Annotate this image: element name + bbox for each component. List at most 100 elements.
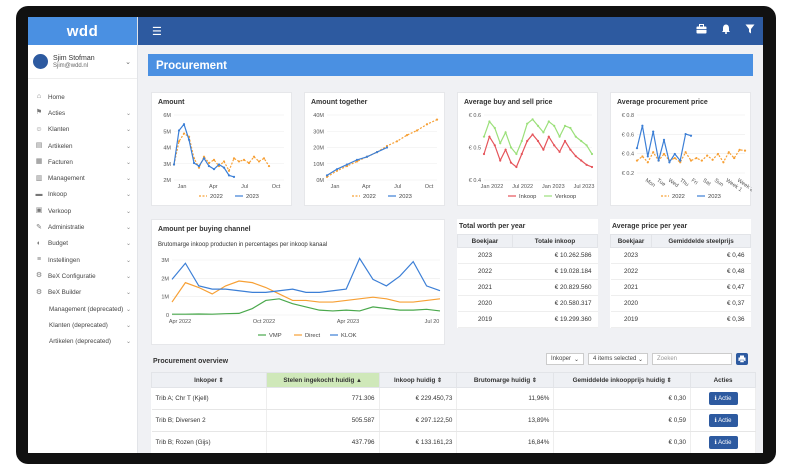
data-point [202, 157, 206, 160]
column-header-label: Inkoper [194, 376, 217, 384]
sidebar-item[interactable]: ⌂ Home [28, 89, 137, 105]
y-tick-label: 3M [161, 258, 169, 264]
column-header[interactable]: Gemiddelde steelprijs [651, 234, 751, 248]
bell-icon[interactable] [721, 24, 731, 37]
sidebar-item[interactable]: ✎ Administratie ⌄ [28, 219, 137, 235]
chevron-down-icon: ⌄ [125, 322, 131, 329]
column-header[interactable]: Acties [690, 372, 756, 388]
sidebar-item-label: Acties [48, 109, 66, 117]
sidebar-item[interactable]: ▦ Facturen ⌄ [28, 154, 137, 170]
x-tick-label: Sat [701, 178, 712, 188]
inkoper-select[interactable]: Inkoper ⌄ [546, 353, 584, 365]
sidebar-item[interactable]: ◐ Budget ⌄ [28, 236, 137, 252]
column-header[interactable]: Gemiddelde inkoopprijs huidig ⇕ [553, 372, 692, 388]
avg-price-table: Boekjaar Gemiddelde steelprijs 2023 € 0,4… [609, 234, 751, 328]
sidebar-item[interactable]: ▤ Artikelen ⌄ [28, 138, 137, 154]
legend-label: VMP [269, 333, 282, 339]
actie-label: Actie [718, 396, 732, 402]
data-point [673, 152, 676, 156]
x-tick-label: Fri [690, 178, 699, 187]
actie-button[interactable]: ℹ Actie [708, 436, 738, 449]
card-title: Average procurement price [617, 99, 708, 106]
sidebar-item[interactable]: ⚙ BeX Configuratie ⌄ [28, 268, 137, 284]
table-row: Trib B; Rozen (Gijs) 437.796 € 133.161,23 1… [151, 431, 756, 453]
table-cell: 2023 [610, 247, 652, 264]
x-tick-label: Apr [362, 184, 371, 190]
invoices-icon: ▦ [35, 158, 43, 166]
sidebar-item[interactable]: Klanten (deprecated) ⌄ [28, 317, 137, 333]
hamburger-menu-icon[interactable]: ☰ [152, 25, 162, 38]
sidebar-item[interactable]: Artikelen (deprecated) ⌄ [28, 333, 137, 349]
series-line [326, 119, 438, 178]
chevron-down-icon: ⌄ [573, 356, 579, 363]
column-header[interactable]: Boekjaar [609, 234, 653, 248]
print-button[interactable] [736, 353, 748, 365]
x-tick-label: Wed [667, 178, 680, 189]
app-logo[interactable]: wdd [66, 22, 99, 40]
sidebar-item[interactable]: ⚙ BeX Builder ⌄ [28, 285, 137, 301]
sidebar-item[interactable]: ▬ Inkoop ⌄ [28, 187, 137, 203]
user-profile[interactable]: Sjim Stofman Sjim@wdd.nl ⌄ [28, 45, 137, 79]
table-cell: Trib B; Rozen (Gijs) [151, 431, 267, 453]
table-title: Total worth per year [459, 223, 526, 230]
card-title: Amount per buying channel [158, 226, 251, 233]
home-icon: ⌂ [36, 93, 42, 101]
column-header[interactable]: Boekjaar [457, 234, 513, 248]
sidebar-item[interactable]: ≡ Instellingen ⌄ [28, 252, 137, 268]
data-point [641, 124, 644, 127]
data-point [722, 161, 725, 164]
sidebar-item[interactable]: ☺ Klanten ⌄ [28, 122, 137, 138]
actie-button[interactable]: ℹ Actie [708, 414, 738, 427]
sidebar-item[interactable]: ▣ Verkoop ⌄ [28, 203, 137, 219]
data-point [415, 129, 419, 132]
actie-button[interactable]: ℹ Actie [708, 392, 738, 405]
search-input[interactable]: Zoeken [652, 353, 732, 365]
info-icon: ℹ [714, 418, 719, 424]
column-header[interactable]: Stelen ingekocht huidig ▲ [265, 372, 380, 388]
sidebar-item-label: Instellingen [48, 256, 80, 264]
data-point [482, 152, 486, 156]
data-point [673, 156, 676, 160]
items-select[interactable]: 4 items selected ⌄ [588, 353, 648, 365]
customers-icon: ☺ [35, 125, 43, 133]
overview-table-wrapper: Inkoper ⇕ Stelen ingekocht huidig ▲ Inkoop… [151, 372, 756, 453]
data-point [716, 152, 720, 156]
table-row: 2019 € 0,36 [610, 311, 751, 328]
column-header[interactable]: Totale inkoop [511, 234, 599, 248]
series-line [636, 149, 746, 164]
data-point [355, 158, 359, 161]
chevron-down-icon: ⌄ [125, 143, 131, 150]
y-tick-label: 2M [163, 178, 171, 184]
filter-icon[interactable] [745, 24, 755, 37]
chevron-down-icon: ⌄ [125, 257, 131, 264]
data-point [526, 139, 529, 143]
series-line [173, 123, 235, 178]
total-worth-card: Total worth per year Boekjaar Totale ink… [457, 219, 599, 328]
table-cell: 11,96% [456, 387, 555, 410]
chart-avg-buy-sell: € 0.4 € 0.5 € 0.6 Jan 2022 Jul 2022 Jan 2023 J… [469, 113, 595, 200]
column-header[interactable]: Inkoop huidig ⇕ [378, 372, 458, 388]
data-point [515, 165, 518, 169]
x-tick-label: Jan [331, 184, 340, 190]
table-cell: 771.306 [266, 387, 380, 410]
chevron-down-icon[interactable]: ⌄ [125, 59, 131, 66]
briefcase-icon[interactable] [696, 24, 707, 37]
x-tick-label: Oct 2022 [253, 319, 275, 325]
card-per-channel: Amount per buying channel Brutomarge ink… [151, 219, 445, 345]
sidebar-item[interactable]: ⚑ Acties ⌄ [28, 105, 137, 121]
sidebar-item[interactable]: Management (deprecated) ⌄ [28, 301, 137, 317]
y-tick-label: € 0.2 [622, 171, 634, 177]
column-header[interactable]: Inkoper ⇕ [151, 372, 267, 388]
data-point [689, 134, 693, 137]
search-placeholder: Zoeken [657, 356, 678, 362]
data-point [509, 146, 513, 149]
sidebar-item[interactable]: ▥ Management ⌄ [28, 170, 137, 186]
card-title: Average buy and sell price [464, 99, 553, 106]
data-point [262, 157, 266, 160]
data-point [585, 163, 588, 166]
data-point [580, 159, 583, 162]
column-header[interactable]: Brutomarge huidig ⇕ [456, 372, 555, 388]
data-point [574, 155, 577, 158]
data-point [227, 169, 231, 172]
data-point [197, 166, 201, 169]
